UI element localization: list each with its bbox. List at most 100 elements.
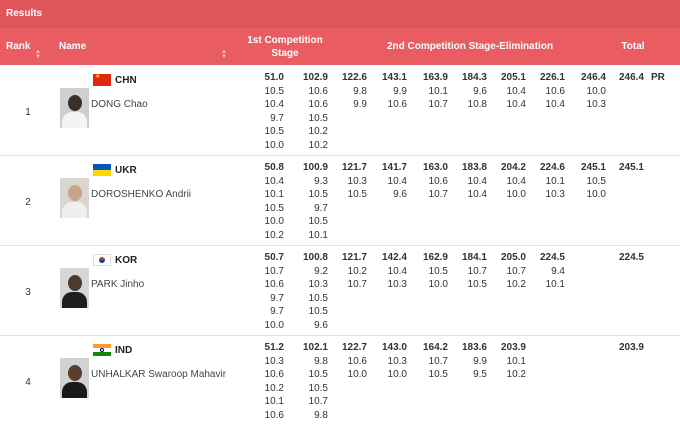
elimination-series-column: 162.9 10.5 10.0	[408, 251, 448, 292]
elimination-series-column: 184.1 10.7 10.5	[447, 251, 487, 292]
athlete-name[interactable]: DONG Chao	[91, 99, 148, 110]
shot-score: 10.0	[264, 319, 284, 331]
cumulative-score: 224.6	[539, 162, 565, 173]
total-value: 203.9	[618, 342, 644, 353]
shot-score: 10.2	[506, 279, 526, 290]
table-header: Rank ▲ ▼ Name ▲ ▼ 1st Competition Stage 2n…	[0, 28, 680, 65]
cumulative-score: 246.4	[580, 72, 606, 83]
shot-score: 10.4	[467, 189, 487, 200]
sort-icon[interactable]: ▲ ▼	[221, 49, 227, 60]
shot-score: 9.9	[353, 99, 367, 110]
shot-score: 10.7	[506, 265, 526, 277]
elimination-series-column: 224.6 10.1 10.3	[525, 161, 565, 202]
cumulative-score: 143.1	[381, 72, 407, 83]
first-stage-column: 100.9 9.3 10.5 9.7 10.5 10.1	[288, 161, 328, 242]
shot-score: 9.7	[270, 306, 284, 317]
shot-score: 9.2	[314, 265, 328, 277]
name-column-header[interactable]: Name	[59, 41, 87, 52]
shot-score: 10.4	[506, 85, 526, 97]
shot-score: 10.3	[347, 175, 367, 187]
shot-score: 10.2	[264, 382, 284, 394]
athlete-name[interactable]: UNHALKAR Swaroop Mahavir	[91, 369, 227, 380]
cumulative-score: 163.9	[422, 72, 448, 83]
shot-score: 9.6	[314, 319, 328, 331]
shot-score: 10.5	[308, 369, 328, 380]
shot-score: 10.7	[428, 189, 448, 200]
shot-score: 10.2	[308, 126, 328, 137]
athlete-name[interactable]: DOROSHENKO Andrii	[91, 189, 192, 200]
shot-score: 10.5	[308, 112, 328, 124]
shot-score: 10.0	[264, 139, 284, 151]
shot-score: 10.2	[308, 139, 328, 151]
cumulative-score: 163.0	[422, 162, 448, 173]
shot-score: 9.9	[393, 85, 407, 97]
cumulative-score: 122.7	[341, 342, 367, 353]
shot-score: 10.7	[428, 355, 448, 367]
sort-icon[interactable]: ▲ ▼	[35, 49, 41, 60]
elimination-series-column: 121.7 10.3 10.5	[327, 161, 367, 202]
cumulative-score: 245.1	[580, 162, 606, 173]
photo-head	[68, 365, 82, 381]
cumulative-score: 205.0	[500, 252, 526, 263]
elimination-series-column: 205.1 10.4 10.4	[486, 71, 526, 112]
results-title: Results	[6, 8, 43, 19]
shot-score: 10.7	[264, 265, 284, 277]
cumulative-score: 164.2	[422, 342, 448, 353]
india-flag	[93, 344, 111, 356]
shot-score: 10.2	[347, 265, 367, 277]
shot-score: 10.1	[428, 85, 448, 97]
shot-score: 10.0	[428, 279, 448, 290]
china-flag: ★	[93, 74, 111, 86]
shot-score: 10.1	[308, 229, 328, 241]
photo-head	[68, 95, 82, 111]
cumulative-score: 100.8	[302, 252, 328, 263]
cumulative-score: 102.1	[302, 342, 328, 353]
cumulative-score: 203.9	[500, 342, 526, 353]
photo-head	[68, 185, 82, 201]
shot-score: 10.3	[308, 279, 328, 290]
rank-column-header[interactable]: Rank	[6, 41, 31, 52]
table-row: 2 UKR DOROSHENKO Andrii 50.8 10.4 10.1 10.5 10.…	[0, 156, 680, 246]
shot-score: 10.6	[264, 369, 284, 380]
shot-score: 10.6	[387, 99, 407, 110]
first-stage-column: 102.9 10.6 10.6 10.5 10.2 10.2	[288, 71, 328, 152]
shot-score: 10.7	[428, 99, 448, 110]
total-column-header: Total	[621, 41, 645, 52]
first-stage-column: 100.8 9.2 10.3 10.5 10.5 9.6	[288, 251, 328, 332]
elimination-series-column: 224.5 9.4 10.1	[525, 251, 565, 292]
shot-score: 9.8	[314, 355, 328, 367]
total-score: 246.4	[604, 71, 644, 85]
shot-score: 10.5	[467, 279, 487, 290]
athlete-photo	[60, 358, 89, 398]
cumulative-score: 51.2	[264, 342, 284, 353]
elimination-series-column: 143.0 10.3 10.0	[367, 341, 407, 382]
total-score: 203.9	[604, 341, 644, 355]
shot-score: 10.3	[545, 189, 565, 200]
cumulative-score: 121.7	[341, 252, 367, 263]
first-stage-column: 102.1 9.8 10.5 10.5 10.7 9.8	[288, 341, 328, 422]
shot-score: 10.0	[586, 189, 606, 200]
country-code: KOR	[115, 255, 138, 266]
shot-score: 9.3	[314, 175, 328, 187]
athlete-photo	[60, 178, 89, 218]
elimination-series-column: 226.1 10.6 10.4	[525, 71, 565, 112]
shot-score: 10.3	[264, 355, 284, 367]
cumulative-score: 162.9	[422, 252, 448, 263]
shot-score: 10.0	[347, 369, 367, 380]
shot-score: 10.2	[506, 369, 526, 380]
shot-score: 10.5	[308, 216, 328, 227]
shot-score: 9.7	[270, 112, 284, 124]
elimination-series-column: 122.7 10.6 10.0	[327, 341, 367, 382]
second-stage-column-header: 2nd Competition Stage-Elimination	[386, 41, 554, 52]
athlete-photo	[60, 88, 89, 128]
results-bar: Results	[0, 0, 680, 28]
athlete-photo	[60, 268, 89, 308]
cumulative-score: 122.6	[341, 72, 367, 83]
cumulative-score: 205.1	[500, 72, 526, 83]
first-stage-column: 51.0 10.5 10.4 9.7 10.5 10.0	[244, 71, 284, 152]
athlete-name[interactable]: PARK Jinho	[91, 279, 145, 290]
shot-score: 10.1	[264, 396, 284, 407]
table-row: 3 KOR PARK Jinho 50.7 10.7 10.6 9.7 9.7 10.0 100.…	[0, 246, 680, 336]
shot-score: 10.5	[264, 126, 284, 137]
shot-score: 10.5	[308, 292, 328, 304]
